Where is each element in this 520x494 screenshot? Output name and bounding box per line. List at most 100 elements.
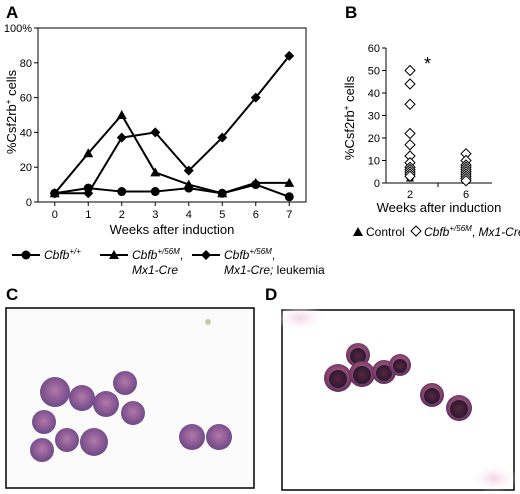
micrograph-c [5, 307, 255, 489]
chart-a-axes [37, 27, 307, 203]
cell [40, 377, 70, 407]
panel-letter-c: C [6, 285, 18, 304]
x-tick-label: 3 [152, 209, 158, 221]
point-cbfb-56m [404, 98, 416, 110]
x-tick-label: 7 [286, 209, 292, 221]
chart-b-x-axis-title: Weeks after induction [377, 200, 502, 215]
chart-a-ticks: 0 20 40 60 80 100% 0 1 2 3 4 5 6 7 [4, 23, 292, 221]
micrograph-d [274, 304, 518, 492]
y-tick-label: 10 [368, 156, 380, 168]
y-tick-label: 60 [20, 93, 32, 105]
point-diamond [150, 127, 161, 138]
point-diamond [49, 188, 60, 199]
cell [80, 428, 108, 456]
x-tick-label: 0 [52, 209, 58, 221]
point-triangle [150, 167, 161, 177]
chart-a-plot-frame [37, 27, 307, 203]
rbc-smear [274, 304, 326, 332]
x-tick-label: 2 [119, 209, 125, 221]
panel-letter-a: A [6, 3, 18, 22]
legend-marker-diamond [201, 250, 211, 260]
nucleus [329, 370, 347, 388]
nucleus [353, 366, 371, 384]
y-tick-label: 50 [368, 66, 380, 78]
cell-cluster-d [324, 343, 472, 421]
micrograph-d-frame [281, 309, 515, 491]
legend-label-cbfb-56m-mx1cre-line1: Cbfb+/56M, [132, 247, 183, 262]
legend-entry-cbfb-wt: Cbfb+/+ [12, 247, 81, 262]
x-tick-label: 6 [253, 209, 259, 221]
cell [30, 438, 54, 462]
y-tick-label: 100% [4, 23, 32, 35]
point-diamond [284, 50, 295, 61]
chart-b-ticks: 0 10 20 30 40 50 60 2 6 [368, 43, 469, 201]
point-diamond [183, 165, 194, 176]
point-triangle [250, 177, 261, 187]
nucleus [393, 359, 407, 373]
cell [93, 391, 119, 417]
point-cbfb-56m [404, 170, 416, 182]
chart-a-series [49, 50, 295, 202]
y-tick-label: 30 [368, 111, 380, 123]
legend-marker-open-diamond [410, 225, 422, 237]
x-tick-label: 2 [407, 189, 413, 201]
rbc-smear [470, 464, 518, 492]
point-triangle [183, 179, 194, 189]
cell [206, 424, 232, 450]
legend-entry-cbfb-56m-mx1cre: Cbfb+/56M, Mx1-Cre [100, 247, 183, 277]
point-cbfb-56m [460, 175, 472, 187]
chart-a-x-axis-title: Weeks after induction [110, 222, 235, 237]
cell-cluster-c [30, 371, 232, 462]
x-tick-label: 5 [219, 209, 225, 221]
chart-b-axes [385, 48, 492, 184]
series-line-0 [54, 183, 290, 198]
legend-marker-filled-triangle [353, 227, 363, 236]
cell [179, 424, 205, 450]
chart-a-legend: Cbfb+/+ Cbfb+/56M, Mx1-Cre Cbfb+/56M, Mx… [12, 247, 325, 277]
series-line-2 [54, 55, 291, 195]
y-tick-label: 20 [20, 162, 32, 174]
point-triangle [83, 148, 94, 158]
point-triangle [217, 188, 228, 198]
legend-entry-cbfb-56m-leukemia: Cbfb+/56M, Mx1-Cre; leukemia [192, 247, 325, 277]
point-circle [117, 187, 127, 197]
legend-label-cbfb-56m-mx1cre-b: Cbfb+/56M, Mx1-Cre [424, 224, 520, 239]
cell [121, 401, 145, 425]
legend-marker-triangle [109, 250, 119, 259]
cell [55, 428, 79, 452]
point-cbfb-56m [404, 139, 416, 151]
x-tick-label: 4 [186, 209, 192, 221]
nucleus [350, 348, 366, 364]
chart-b-legend: Control Cbfb+/56M, Mx1-Cre [353, 224, 520, 239]
point-circle [150, 187, 160, 197]
y-tick-label: 60 [368, 43, 380, 55]
chart-b-y-axis-title: %Csf2rb+ cells [342, 75, 357, 160]
legend-marker-circle [21, 250, 31, 260]
point-triangle [284, 177, 295, 187]
x-tick-label: 1 [85, 209, 91, 221]
point-circle [284, 192, 294, 202]
chart-a: 0 20 40 60 80 100% 0 1 2 3 4 5 6 7 %Csf2rb+ cells Wee… [4, 23, 307, 237]
panel-letter-d: D [265, 285, 277, 304]
y-tick-label: 40 [368, 88, 380, 100]
y-tick-label: 40 [20, 127, 32, 139]
nucleus [450, 400, 468, 418]
chart-a-y-axis-title: %Csf2rb+ cells [4, 69, 19, 154]
point-triangle [116, 110, 127, 119]
chart-b-points [404, 64, 472, 187]
legend-label-cbfb-56m-leukemia-line1: Cbfb+/56M, [224, 247, 275, 262]
point-diamond [116, 132, 127, 143]
panel-letter-b: B [345, 3, 357, 22]
legend-label-cbfb-56m-leukemia-line2: Mx1-Cre; leukemia [224, 263, 325, 277]
point-diamond [83, 188, 94, 199]
nucleus [424, 388, 440, 404]
series-line-1 [53, 113, 290, 195]
cell [32, 410, 56, 434]
point-diamond [250, 92, 261, 103]
legend-label-cbfb-56m-mx1cre-line2: Mx1-Cre [132, 263, 178, 277]
y-tick-label: 0 [26, 197, 32, 209]
y-tick-label: 20 [368, 133, 380, 145]
legend-label-cbfb-wt: Cbfb+/+ [44, 247, 81, 262]
debris-spot [205, 319, 211, 325]
legend-label-control: Control [366, 225, 405, 239]
